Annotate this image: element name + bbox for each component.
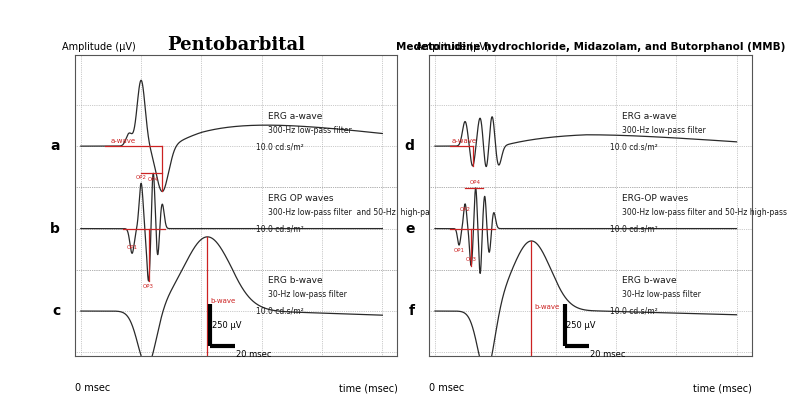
Text: 0 msec: 0 msec (429, 383, 464, 394)
Text: 300-Hz low-pass filter: 300-Hz low-pass filter (622, 126, 706, 135)
Text: 30-Hz low-pass filter: 30-Hz low-pass filter (268, 290, 346, 299)
Text: 10.0 cd.s/m²: 10.0 cd.s/m² (257, 142, 304, 151)
Text: 10.0 cd.s/m²: 10.0 cd.s/m² (611, 307, 658, 316)
Text: Amplitude (μV): Amplitude (μV) (62, 42, 135, 52)
Text: 10.0 cd.s/m²: 10.0 cd.s/m² (611, 142, 658, 151)
Text: ERG b-wave: ERG b-wave (268, 276, 323, 286)
Text: b: b (50, 222, 61, 236)
Text: 300-Hz low-pass filter  and 50-Hz  high-pass filter: 300-Hz low-pass filter and 50-Hz high-pa… (268, 208, 458, 217)
Text: 300-Hz low-pass filter and 50-Hz high-pass filter: 300-Hz low-pass filter and 50-Hz high-pa… (622, 208, 787, 217)
Text: ERG OP waves: ERG OP waves (268, 194, 333, 203)
Text: OP2: OP2 (460, 207, 471, 212)
Text: OP1: OP1 (127, 245, 138, 250)
Text: a: a (50, 139, 61, 153)
Text: ERG b-wave: ERG b-wave (622, 276, 677, 286)
Text: c: c (52, 304, 61, 318)
Text: b-wave: b-wave (210, 299, 236, 305)
Text: e: e (405, 222, 415, 236)
Title: Pentobarbital: Pentobarbital (167, 36, 305, 54)
Text: time (msec): time (msec) (693, 383, 752, 394)
Text: a-wave: a-wave (452, 138, 477, 144)
Text: d: d (405, 139, 415, 153)
Text: 20 msec: 20 msec (590, 350, 626, 359)
Text: b-wave: b-wave (534, 304, 560, 310)
Text: ERG-OP waves: ERG-OP waves (622, 194, 688, 203)
Text: ERG a-wave: ERG a-wave (622, 112, 676, 120)
Text: 0 msec: 0 msec (75, 383, 110, 394)
Text: 250 μV: 250 μV (566, 321, 596, 329)
Text: OP3: OP3 (466, 257, 477, 262)
Text: 10.0 cd.s/m²: 10.0 cd.s/m² (257, 307, 304, 316)
Text: 30-Hz low-pass filter: 30-Hz low-pass filter (622, 290, 700, 299)
Title: Medetomidine hydrochloride, Midazolam, and Butorphanol (MMB): Medetomidine hydrochloride, Midazolam, a… (396, 42, 785, 52)
Text: OP4: OP4 (148, 177, 159, 182)
Text: OP2: OP2 (135, 175, 146, 180)
Text: OP3: OP3 (143, 284, 154, 289)
Text: f: f (408, 304, 415, 318)
Text: time (msec): time (msec) (338, 383, 397, 394)
Text: a-wave: a-wave (111, 138, 136, 144)
Text: OP4: OP4 (470, 180, 481, 185)
Text: 10.0 cd.s/m²: 10.0 cd.s/m² (257, 225, 304, 234)
Text: OP1: OP1 (453, 248, 464, 253)
Text: Amplitude (μV): Amplitude (μV) (416, 42, 490, 52)
Text: 20 msec: 20 msec (236, 350, 272, 359)
Text: 10.0 cd.s/m²: 10.0 cd.s/m² (611, 225, 658, 234)
Text: ERG a-wave: ERG a-wave (268, 112, 322, 120)
Text: 300-Hz low-pass filter: 300-Hz low-pass filter (268, 126, 352, 135)
Text: 250 μV: 250 μV (212, 321, 242, 329)
